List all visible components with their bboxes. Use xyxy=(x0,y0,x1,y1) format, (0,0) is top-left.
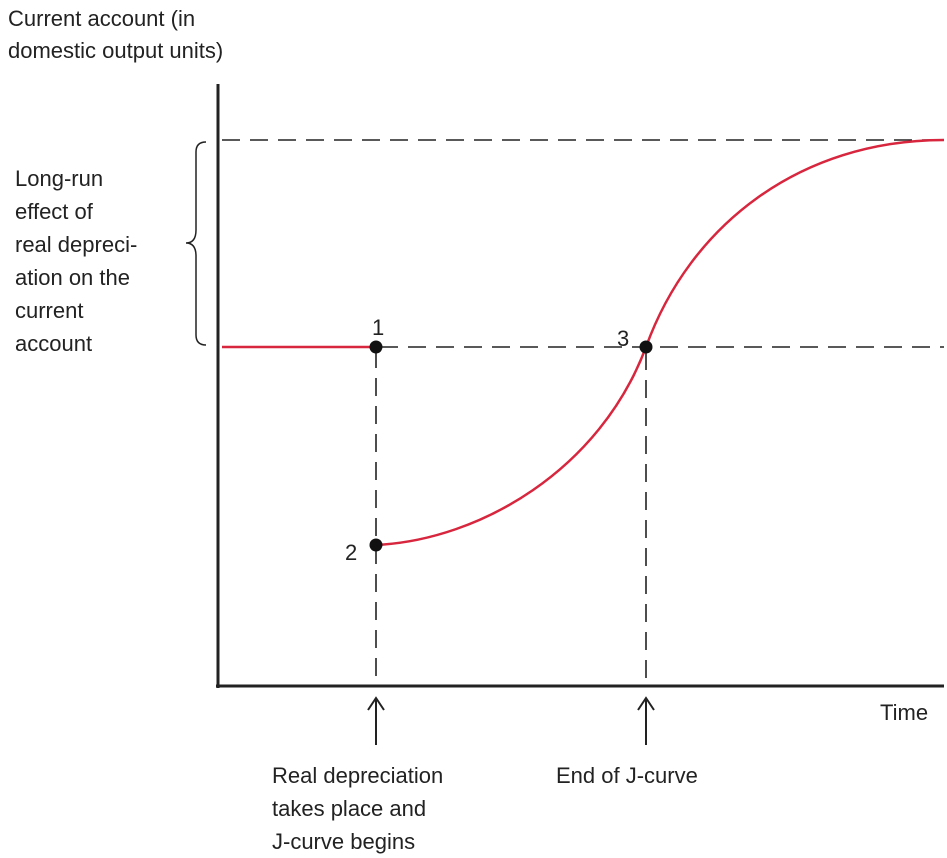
y-axis-label: Current account (in xyxy=(8,6,195,31)
arrow-head xyxy=(637,696,655,711)
brace-label: ation on the xyxy=(15,265,130,290)
point xyxy=(369,538,383,552)
annotation: J-curve begins xyxy=(272,829,415,854)
point-label: 1 xyxy=(372,315,384,340)
point xyxy=(639,340,653,354)
y-axis-label: domestic output units) xyxy=(8,38,223,63)
point-label: 2 xyxy=(345,540,357,565)
brace-label: Long-run xyxy=(15,166,103,191)
point xyxy=(369,340,383,354)
j-curve xyxy=(375,138,945,547)
brace-label: effect of xyxy=(15,199,94,224)
brace-label: real depreci- xyxy=(15,232,137,257)
annotation: Real depreciation xyxy=(272,763,443,788)
x-axis-label: Time xyxy=(880,700,928,725)
arrow-head xyxy=(367,696,385,711)
annotation: takes place and xyxy=(272,796,426,821)
brace-label: current xyxy=(15,298,83,323)
brace-label: account xyxy=(15,331,92,356)
point-label: 3 xyxy=(617,326,629,351)
brace xyxy=(185,141,207,346)
annotation: End of J-curve xyxy=(556,763,698,788)
